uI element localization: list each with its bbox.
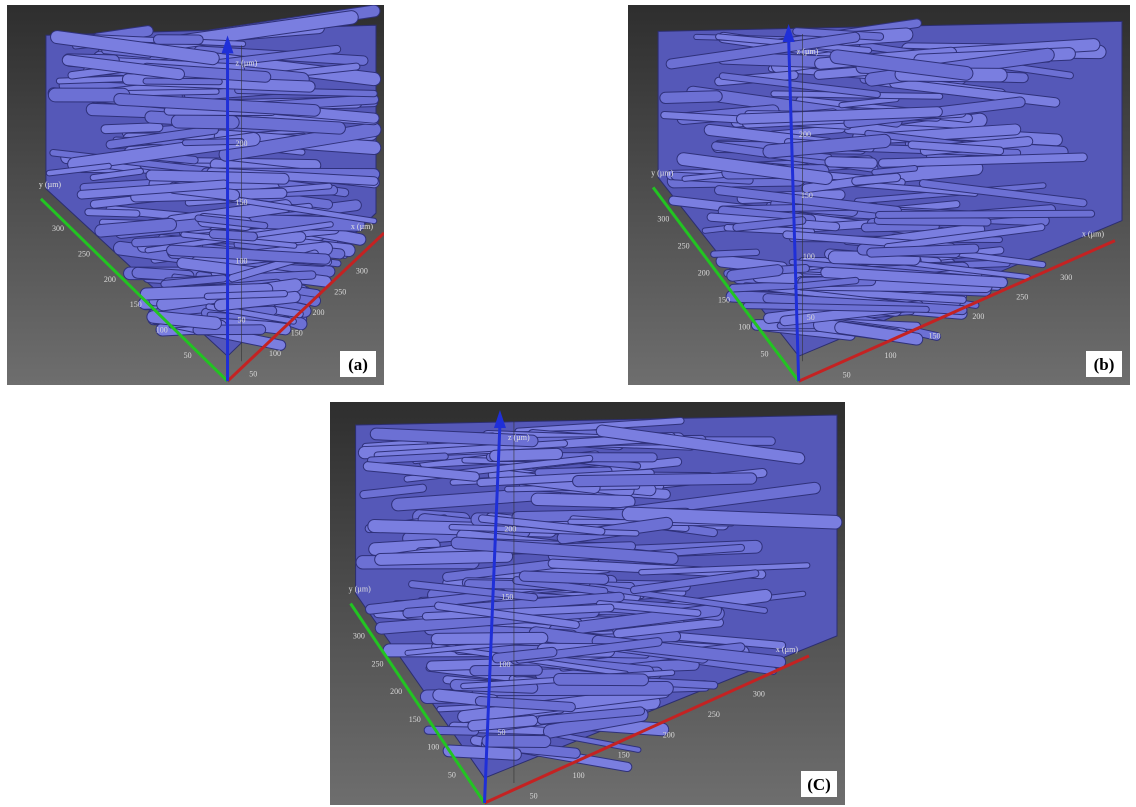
tick-label: 50 — [184, 351, 192, 360]
tick-label: 300 — [356, 267, 368, 276]
axis-label: x (µm) — [776, 645, 798, 654]
fiber — [871, 249, 974, 253]
tick-label: 100 — [427, 743, 439, 752]
tick-label: 250 — [1016, 293, 1028, 302]
tick-label: 150 — [409, 715, 421, 724]
tick-label: 50 — [807, 313, 815, 322]
panel: 50 100 150 200 250 300 50 100 150 200 250 300 50 100 1… — [330, 402, 845, 805]
tick-label: 150 — [801, 191, 813, 200]
axis-label: y (µm) — [39, 180, 61, 189]
tick-label: 50 — [238, 315, 246, 324]
tick-label: 300 — [52, 224, 64, 233]
tick-label: 150 — [718, 295, 730, 304]
tick-label: 200 — [972, 312, 984, 321]
axis-label: y (µm) — [651, 168, 673, 177]
tick-label: 150 — [928, 332, 940, 341]
tick-label: 300 — [353, 632, 365, 641]
tick-label: 150 — [618, 751, 630, 760]
tick-label: 100 — [269, 349, 281, 358]
fiber — [151, 175, 283, 178]
tick-label: 50 — [530, 792, 538, 801]
fiber — [578, 479, 751, 482]
tick-label: 100 — [498, 660, 510, 669]
tick-label: 100 — [885, 351, 897, 360]
panel-label: (C) — [807, 775, 831, 794]
tick-label: 100 — [573, 771, 585, 780]
tick-label: 200 — [504, 525, 516, 534]
figure: 50 100 150 200 250 300 50 100 150 200 250 300 50 100 1… — [0, 0, 1136, 807]
fiber — [146, 81, 219, 82]
fiber — [371, 456, 445, 460]
panel: 50 100 150 200 250 300 50 100 150 200 250 300 50 100 1… — [7, 5, 384, 385]
fiber — [88, 212, 136, 214]
tick-label: 300 — [1060, 273, 1072, 282]
tick-label: 300 — [657, 215, 669, 224]
fiber — [733, 285, 792, 288]
tick-label: 200 — [390, 687, 402, 696]
fiber — [381, 556, 507, 559]
tick-label: 250 — [334, 287, 346, 296]
tick-label: 200 — [236, 139, 248, 148]
axis-label: z (µm) — [797, 47, 819, 56]
panel-label: (b) — [1094, 355, 1115, 374]
tick-label: 100 — [156, 326, 168, 335]
tick-label: 150 — [501, 592, 513, 601]
fiber — [495, 454, 557, 456]
fiber — [856, 177, 896, 181]
fiber — [105, 127, 158, 129]
axis-label: x (µm) — [351, 222, 373, 231]
fiber — [879, 214, 1091, 215]
fiber — [866, 226, 935, 227]
fiber — [473, 721, 532, 726]
tick-label: 300 — [753, 689, 765, 698]
fiber — [101, 225, 170, 231]
tick-label: 250 — [708, 710, 720, 719]
tick-label: 150 — [291, 328, 303, 337]
tick-label: 250 — [678, 242, 690, 251]
panel-label: (a) — [348, 355, 368, 374]
fiber — [437, 638, 542, 639]
fiber — [830, 162, 872, 163]
axis-label: x (µm) — [1082, 230, 1104, 239]
fiber — [178, 121, 232, 122]
fiber — [878, 220, 987, 222]
tick-label: 200 — [698, 269, 710, 278]
tick-label: 50 — [497, 728, 505, 737]
tick-label: 50 — [843, 371, 851, 380]
tick-label: 150 — [236, 198, 248, 207]
tick-label: 50 — [249, 370, 257, 379]
fiber — [732, 270, 777, 275]
fiber — [480, 701, 571, 707]
fiber — [714, 252, 756, 254]
tick-label: 100 — [803, 252, 815, 261]
tick-label: 50 — [448, 770, 456, 779]
fiber — [524, 576, 603, 579]
tick-label: 200 — [104, 275, 116, 284]
axis-label: y (µm) — [349, 585, 371, 594]
axis-label: z (µm) — [236, 58, 258, 67]
panel: 50 100 150 200 250 300 50 100 150 200 250 300 50 100 1… — [628, 5, 1130, 385]
tick-label: 100 — [738, 322, 750, 331]
fiber — [665, 96, 716, 98]
tick-label: 100 — [236, 257, 248, 266]
axis-label: z (µm) — [508, 433, 530, 442]
fiber — [185, 141, 241, 142]
fiber — [449, 751, 515, 754]
tick-label: 200 — [312, 308, 324, 317]
tick-label: 250 — [372, 659, 384, 668]
fiber — [207, 294, 284, 297]
tick-label: 200 — [663, 730, 675, 739]
tick-label: 150 — [130, 300, 142, 309]
fiber — [214, 234, 254, 237]
tick-label: 50 — [760, 349, 768, 358]
tick-label: 200 — [799, 130, 811, 139]
fiber — [537, 499, 628, 501]
tick-label: 250 — [78, 250, 90, 259]
